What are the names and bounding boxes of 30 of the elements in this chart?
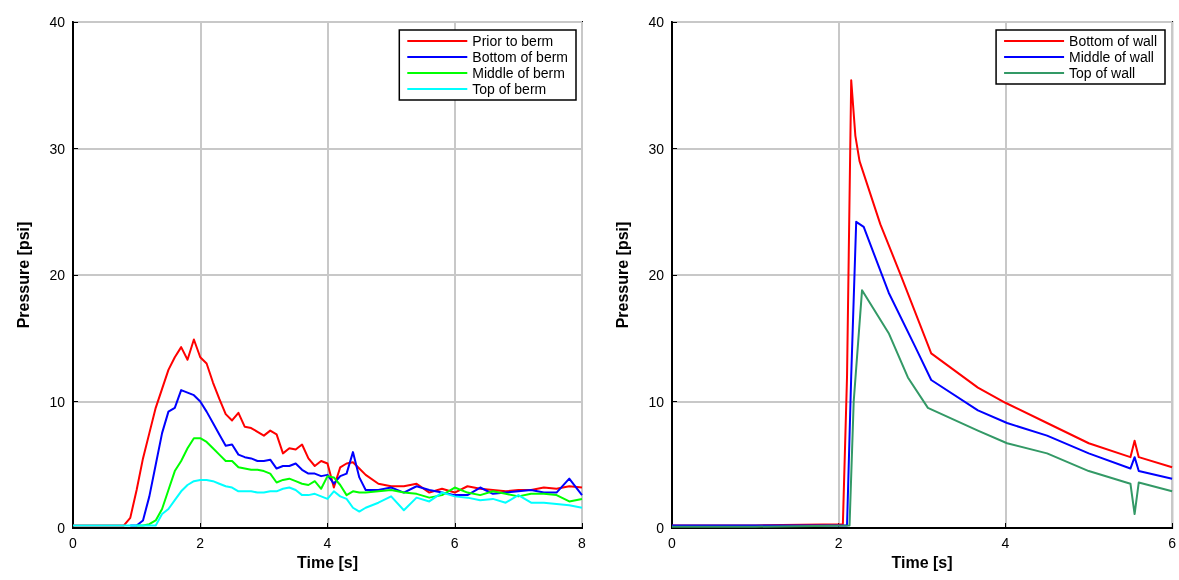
y-axis-title: Pressure [psi] bbox=[613, 221, 631, 329]
legend-label: Middle of berm bbox=[472, 65, 565, 81]
y-tick-label: 0 bbox=[57, 520, 66, 536]
x-tick-label: 8 bbox=[578, 535, 587, 551]
x-tick-label: 0 bbox=[668, 535, 677, 551]
legend-label: Bottom of wall bbox=[1069, 33, 1158, 49]
x-axis-title: Time [s] bbox=[296, 554, 359, 572]
y-tick-label: 0 bbox=[656, 520, 665, 536]
legend-label: Bottom of berm bbox=[472, 49, 568, 65]
y-axis-title: Pressure [psi] bbox=[14, 221, 32, 329]
x-tick-label: 6 bbox=[1168, 535, 1177, 551]
x-axis-title: Time [s] bbox=[891, 554, 953, 572]
legend-label: Prior to berm bbox=[472, 33, 554, 49]
x-tick-label: 6 bbox=[450, 535, 459, 551]
x-tick-label: 2 bbox=[196, 535, 205, 551]
y-tick-label: 20 bbox=[49, 267, 66, 283]
y-tick-label: 40 bbox=[648, 14, 665, 30]
y-tick-label: 40 bbox=[49, 14, 66, 30]
y-tick-label: 20 bbox=[648, 267, 665, 283]
y-tick-label: 30 bbox=[49, 140, 66, 157]
legend-label: Middle of wall bbox=[1069, 49, 1154, 65]
y-tick-label: 10 bbox=[49, 393, 66, 410]
x-tick-label: 2 bbox=[834, 535, 843, 551]
x-tick-label: 4 bbox=[323, 535, 332, 551]
x-tick-label: 0 bbox=[69, 535, 78, 551]
legend-label: Top of berm bbox=[472, 81, 547, 97]
x-tick-label: 4 bbox=[1001, 535, 1010, 551]
y-tick-label: 30 bbox=[648, 140, 665, 157]
y-tick-label: 10 bbox=[648, 393, 665, 410]
legend-label: Top of wall bbox=[1069, 65, 1136, 81]
